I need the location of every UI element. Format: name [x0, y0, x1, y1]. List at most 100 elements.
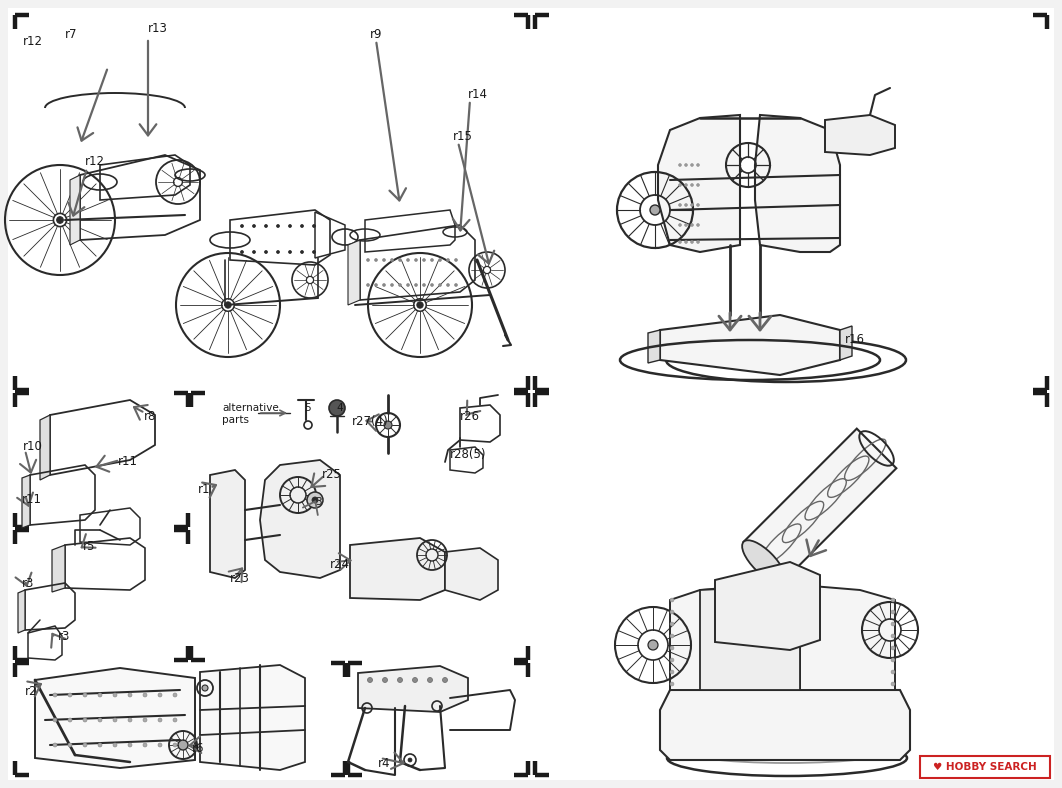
Circle shape: [158, 718, 162, 722]
Circle shape: [439, 284, 442, 287]
Circle shape: [690, 184, 693, 187]
Circle shape: [301, 225, 304, 228]
Text: r15: r15: [453, 130, 473, 143]
Circle shape: [414, 258, 417, 262]
Circle shape: [53, 718, 57, 722]
Text: r27(4): r27(4): [352, 415, 389, 428]
Text: r10: r10: [23, 440, 42, 453]
Text: r1: r1: [198, 483, 210, 496]
Circle shape: [240, 251, 243, 254]
Circle shape: [685, 240, 687, 243]
Polygon shape: [52, 545, 65, 592]
Circle shape: [398, 284, 401, 287]
Circle shape: [423, 284, 426, 287]
Circle shape: [428, 678, 432, 682]
Text: r4: r4: [378, 757, 391, 770]
Text: r3: r3: [58, 630, 70, 643]
Text: ♥ HOBBY SEARCH: ♥ HOBBY SEARCH: [933, 762, 1037, 772]
Text: 5: 5: [304, 403, 310, 413]
Circle shape: [307, 492, 323, 508]
Circle shape: [225, 302, 232, 308]
Text: 3: 3: [315, 497, 322, 507]
Circle shape: [276, 251, 279, 254]
Circle shape: [366, 258, 370, 262]
Polygon shape: [670, 585, 760, 690]
Circle shape: [891, 610, 895, 614]
Text: r12: r12: [23, 35, 42, 48]
Bar: [920, 756, 1050, 778]
Circle shape: [178, 740, 188, 750]
Text: r2: r2: [25, 685, 37, 698]
Circle shape: [685, 163, 687, 166]
Circle shape: [253, 251, 256, 254]
Circle shape: [129, 743, 132, 747]
Circle shape: [301, 251, 304, 254]
Text: r3: r3: [22, 577, 34, 590]
Text: parts: parts: [222, 415, 249, 425]
Circle shape: [891, 622, 895, 626]
Circle shape: [53, 693, 57, 697]
Circle shape: [685, 203, 687, 206]
Text: 4: 4: [336, 403, 343, 413]
Text: r12: r12: [85, 155, 105, 168]
Polygon shape: [22, 475, 30, 528]
Circle shape: [329, 400, 345, 416]
Polygon shape: [40, 415, 50, 480]
Circle shape: [129, 693, 132, 697]
Circle shape: [679, 203, 682, 206]
Polygon shape: [348, 240, 360, 305]
Circle shape: [455, 284, 458, 287]
Polygon shape: [700, 585, 800, 690]
Circle shape: [68, 743, 72, 747]
Circle shape: [143, 718, 147, 722]
Circle shape: [423, 258, 426, 262]
Circle shape: [375, 284, 377, 287]
Circle shape: [679, 240, 682, 243]
Circle shape: [56, 217, 64, 223]
Text: r28(5): r28(5): [450, 448, 486, 461]
Circle shape: [382, 284, 386, 287]
Polygon shape: [743, 429, 896, 582]
Circle shape: [83, 743, 87, 747]
Circle shape: [289, 225, 291, 228]
Circle shape: [276, 225, 279, 228]
Circle shape: [697, 224, 700, 226]
Circle shape: [367, 678, 373, 682]
Circle shape: [143, 743, 147, 747]
Polygon shape: [260, 460, 340, 578]
Circle shape: [679, 184, 682, 187]
Circle shape: [202, 685, 208, 691]
Circle shape: [670, 610, 674, 614]
Circle shape: [143, 693, 147, 697]
Circle shape: [891, 670, 895, 674]
Circle shape: [408, 758, 412, 762]
Circle shape: [253, 225, 256, 228]
Polygon shape: [660, 315, 840, 375]
Circle shape: [173, 718, 177, 722]
Polygon shape: [350, 538, 445, 600]
Circle shape: [312, 251, 315, 254]
Polygon shape: [200, 665, 305, 770]
Circle shape: [158, 693, 162, 697]
Text: r14: r14: [468, 88, 489, 101]
Circle shape: [391, 258, 394, 262]
Circle shape: [412, 678, 417, 682]
Circle shape: [240, 225, 243, 228]
Circle shape: [891, 646, 895, 650]
Circle shape: [366, 284, 370, 287]
Circle shape: [679, 224, 682, 226]
Text: r16: r16: [845, 333, 866, 346]
Circle shape: [670, 598, 674, 602]
Circle shape: [375, 258, 377, 262]
Circle shape: [417, 302, 423, 308]
Circle shape: [690, 224, 693, 226]
Circle shape: [891, 598, 895, 602]
Circle shape: [98, 743, 102, 747]
Circle shape: [391, 284, 394, 287]
Text: r11: r11: [118, 455, 138, 468]
Circle shape: [670, 682, 674, 686]
Circle shape: [690, 163, 693, 166]
Polygon shape: [358, 666, 468, 712]
Circle shape: [173, 693, 177, 697]
Circle shape: [670, 622, 674, 626]
